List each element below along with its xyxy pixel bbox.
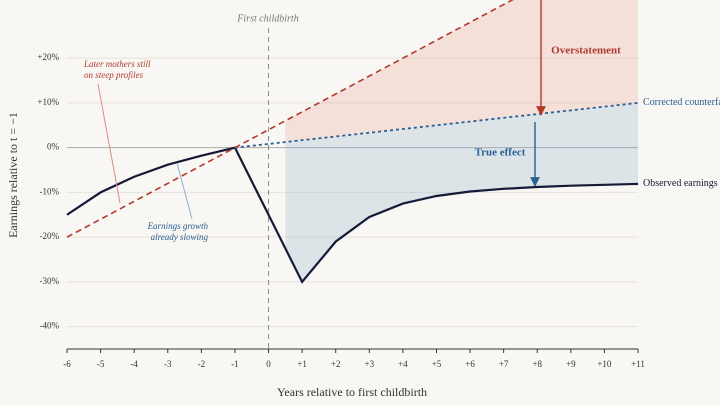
- annotation: Earnings growth: [147, 221, 209, 231]
- series-label: Corrected counterfactual: [643, 97, 720, 108]
- y-tick-label: -40%: [40, 321, 60, 331]
- series-label: Observed earnings: [643, 178, 718, 189]
- x-tick-label: +7: [499, 359, 509, 369]
- x-tick-label: -1: [231, 359, 239, 369]
- x-tick-label: +5: [432, 359, 442, 369]
- shaded-area: [285, 0, 638, 143]
- annotation: Later mothers still: [83, 59, 151, 69]
- annotation: already slowing: [151, 232, 209, 242]
- annotation: True effect: [475, 147, 526, 159]
- annotation: on steep profiles: [84, 70, 144, 80]
- y-tick-label: +20%: [37, 52, 59, 62]
- x-tick-label: +11: [631, 359, 645, 369]
- annotation: Overstatement: [551, 45, 621, 57]
- y-tick-label: +10%: [37, 97, 59, 107]
- series-line: [66, 146, 639, 284]
- x-tick-label: -6: [63, 359, 71, 369]
- x-tick-label: -5: [97, 359, 105, 369]
- x-tick-label: -3: [164, 359, 172, 369]
- x-tick-label: +8: [532, 359, 542, 369]
- x-tick-label: +1: [297, 359, 307, 369]
- x-tick-label: +3: [365, 359, 375, 369]
- y-tick-label: -30%: [40, 276, 60, 286]
- x-tick-label: -2: [198, 359, 206, 369]
- leader-line: [176, 162, 193, 220]
- x-tick-label: +10: [597, 359, 612, 369]
- x-axis-label: Years relative to first childbirth: [277, 385, 427, 399]
- x-tick-label: 0: [266, 359, 271, 369]
- x-tick-label: +2: [331, 359, 341, 369]
- y-tick-label: 0%: [47, 142, 60, 152]
- x-tick-label: +6: [465, 359, 475, 369]
- series-line: [66, 0, 514, 238]
- x-tick-label: +4: [398, 359, 408, 369]
- x-tick-label: +9: [566, 359, 576, 369]
- event-label: First childbirth: [236, 13, 298, 24]
- x-tick-label: -4: [130, 359, 138, 369]
- series-line: [234, 102, 639, 149]
- y-tick-label: -10%: [40, 186, 60, 196]
- y-axis-label: Earnings relative to t = −1: [6, 112, 20, 238]
- plot-layer: +20% +10% 0% -10% -20% -30% -40% -6 -5 -4 -3 -2 -1 0 +…: [37, 0, 720, 369]
- y-tick-label: -20%: [40, 231, 60, 241]
- leader-line: [97, 83, 121, 204]
